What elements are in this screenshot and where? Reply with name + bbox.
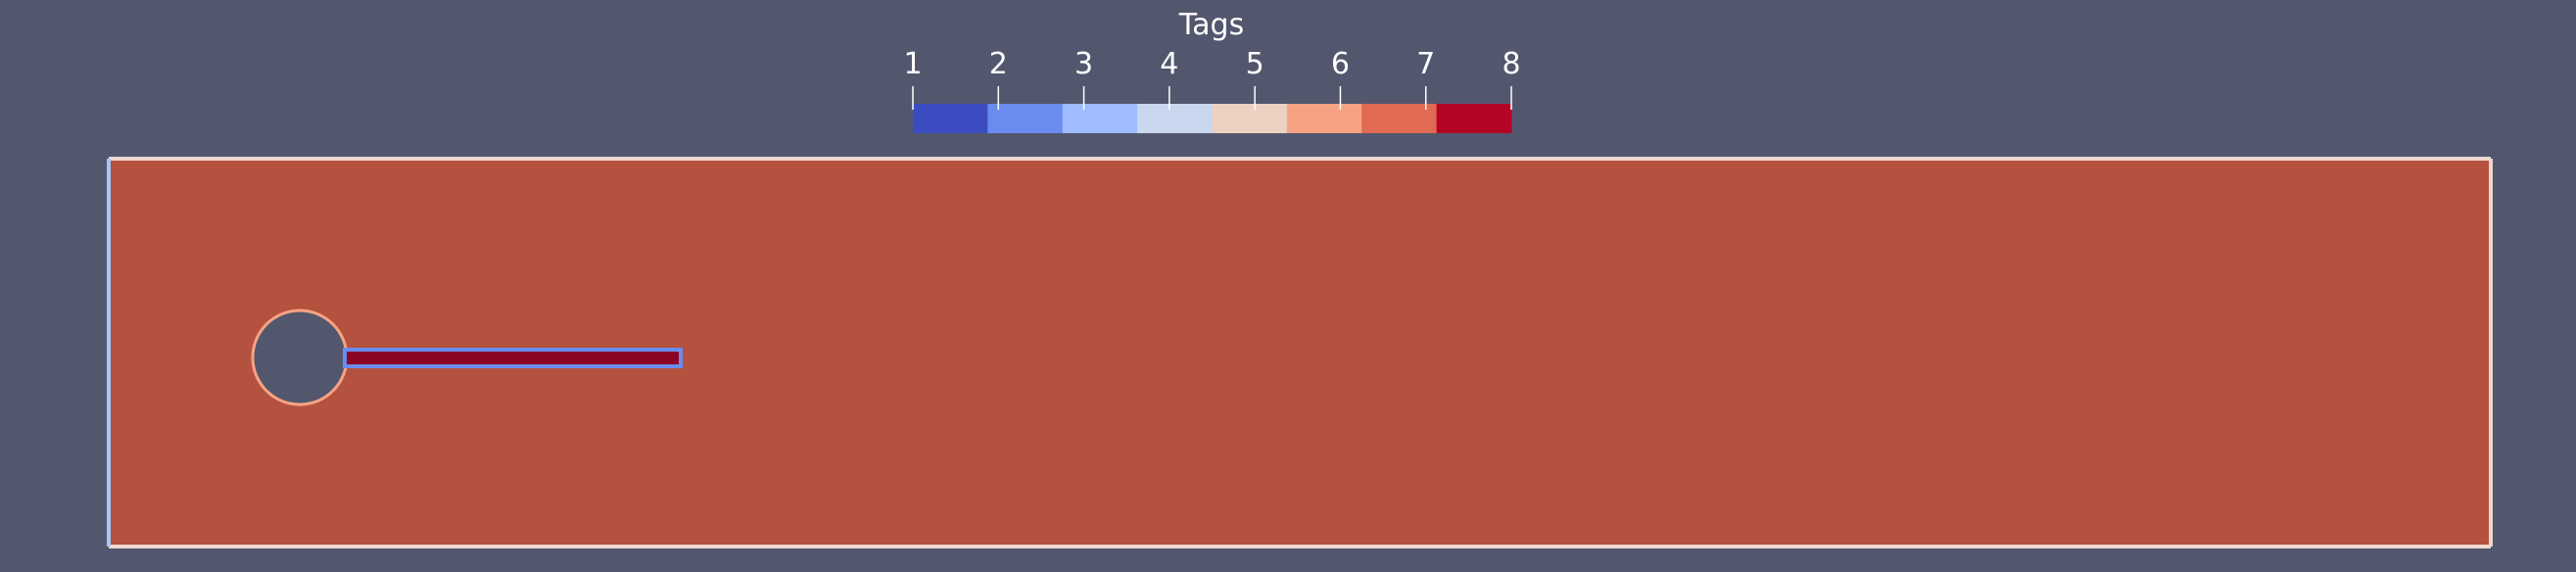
colorbar-tick-label: 4	[1160, 47, 1178, 81]
colorbar-swatch	[1062, 104, 1138, 133]
colorbar-swatch	[1212, 104, 1288, 133]
colorbar-swatch	[1436, 104, 1512, 133]
colorbar-swatch	[1361, 104, 1438, 133]
colorbar-tick-label: 6	[1331, 47, 1350, 81]
colorbar-swatch	[987, 104, 1064, 133]
colorbar-swatch	[1286, 104, 1362, 133]
colorbar-tick-label: 5	[1246, 47, 1264, 81]
colorbar-swatches	[913, 104, 1512, 133]
elastic-flag	[343, 348, 683, 368]
colorbar-tick-label: 1	[903, 47, 922, 81]
colorbar-swatch	[913, 104, 988, 133]
colorbar-tick-label: 7	[1416, 47, 1435, 81]
colorbar-legend: Tags 1 2 3 4 5 6 7 8	[903, 8, 1521, 133]
colorbar-title: Tags	[1178, 8, 1244, 42]
colorbar-tick-label: 2	[989, 47, 1008, 81]
colorbar-tick-label: 3	[1074, 47, 1093, 81]
colorbar-swatch	[1137, 104, 1213, 133]
mesh-domain	[107, 157, 2493, 548]
cylinder-obstacle	[251, 309, 349, 406]
colorbar-ticks: 1 2 3 4 5 6 7 8	[903, 47, 1521, 110]
colorbar-tick-label: 8	[1502, 47, 1520, 81]
